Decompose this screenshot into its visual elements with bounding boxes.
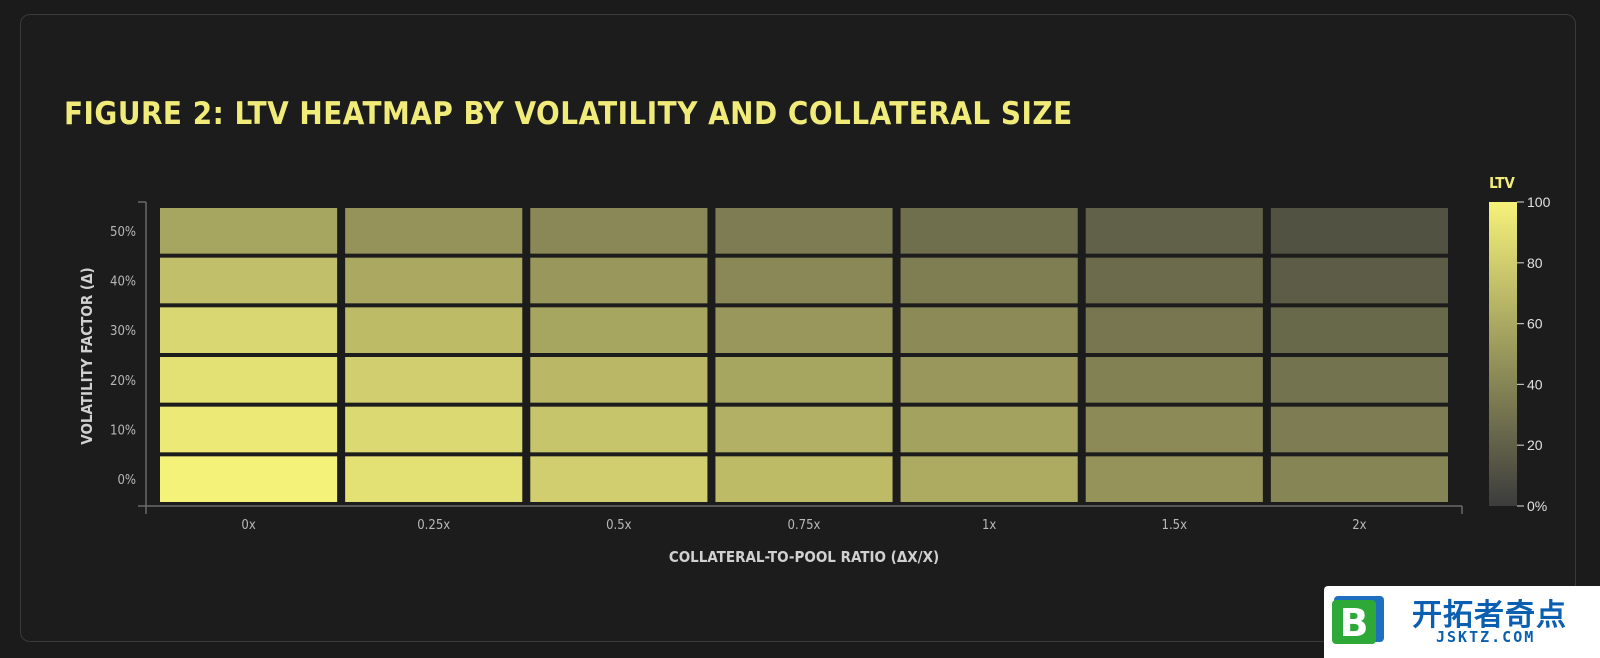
heatmap-cell[interactable] (530, 357, 708, 403)
colorbar-tick-label: 40 (1527, 376, 1543, 392)
logo-text: 开拓者奇点 (1412, 598, 1567, 633)
y-axis-label: VOLATILITY FACTOR (Δ) (78, 267, 96, 444)
heatmap-cell[interactable] (1085, 307, 1263, 353)
heatmap-cell[interactable] (1270, 406, 1448, 453)
heatmap-cell[interactable] (1270, 208, 1448, 254)
heatmap-cell[interactable] (345, 456, 523, 502)
heatmap-cell[interactable] (900, 208, 1078, 254)
y-tick-label: 50% (110, 225, 136, 240)
x-tick-label: 0.5x (606, 518, 632, 533)
colorbar-gradient (1489, 202, 1517, 506)
heatmap-cell[interactable] (1085, 406, 1263, 453)
heatmap-cell[interactable] (1085, 357, 1263, 403)
y-tick-label: 30% (110, 324, 136, 339)
heatmap-cell[interactable] (1270, 257, 1448, 304)
heatmap-cell[interactable] (160, 357, 338, 403)
heatmap-cell[interactable] (1085, 208, 1263, 254)
heatmap-cell[interactable] (715, 456, 893, 502)
heatmap-cell[interactable] (530, 208, 708, 254)
logo-subtext: JSKTZ.COM (1436, 628, 1536, 646)
y-tick-label: 0% (117, 473, 136, 488)
y-tick-label: 40% (110, 275, 136, 290)
heatmap-cell[interactable] (715, 406, 893, 453)
heatmap-cell[interactable] (715, 307, 893, 353)
heatmap-cell[interactable] (900, 406, 1078, 453)
colorbar-tick-label: 20 (1527, 437, 1543, 453)
heatmap-cells (160, 208, 1448, 502)
watermark-logo: B 开拓者奇点 JSKTZ.COM (1324, 586, 1600, 658)
heatmap-cell[interactable] (160, 456, 338, 502)
heatmap-cell[interactable] (530, 456, 708, 502)
heatmap-cell[interactable] (900, 307, 1078, 353)
heatmap-cell[interactable] (160, 257, 338, 304)
x-tick-label: 1x (982, 518, 996, 533)
heatmap-cell[interactable] (1270, 456, 1448, 502)
y-tick-label: 10% (110, 424, 136, 439)
logo-letter: B (1340, 601, 1369, 645)
x-tick-label: 0x (241, 518, 255, 533)
heatmap-cell[interactable] (345, 208, 523, 254)
heatmap-cell[interactable] (530, 307, 708, 353)
heatmap-cell[interactable] (530, 406, 708, 453)
heatmap-cell[interactable] (900, 456, 1078, 502)
heatmap-cell[interactable] (715, 257, 893, 304)
y-ticks: 0% 10% 20% 30% 40% 50% (110, 201, 146, 507)
heatmap-cell[interactable] (715, 208, 893, 254)
heatmap-cell[interactable] (345, 406, 523, 453)
colorbar-tick-label: 100 (1527, 194, 1551, 210)
x-ticks: 0x 0.25x 0.5x 0.75x 1x 1.5x 2x (145, 506, 1463, 533)
x-tick-label: 2x (1352, 518, 1366, 533)
page-title: FIGURE 2: LTV HEATMAP BY VOLATILITY AND … (64, 96, 1073, 132)
heatmap-cell[interactable] (160, 307, 338, 353)
logo-b-icon: B (1332, 596, 1384, 645)
x-tick-label: 0.75x (788, 518, 821, 533)
colorbar-tick-label: 80 (1527, 255, 1543, 271)
x-tick-label: 0.25x (417, 518, 450, 533)
heatmap-cell[interactable] (530, 257, 708, 304)
heatmap-cell[interactable] (1085, 456, 1263, 502)
heatmap-cell[interactable] (160, 208, 338, 254)
heatmap-cell[interactable] (1085, 257, 1263, 304)
heatmap-cell[interactable] (345, 357, 523, 403)
x-tick-label: 1.5x (1162, 518, 1188, 533)
heatmap-cell[interactable] (715, 357, 893, 403)
y-tick-label: 20% (110, 374, 136, 389)
heatmap-cell[interactable] (1270, 357, 1448, 403)
colorbar-ticks: 0% 20 40 60 80 100 (1517, 194, 1551, 514)
heatmap-cell[interactable] (1270, 307, 1448, 353)
colorbar-tick-label: 60 (1527, 316, 1543, 332)
colorbar-tick-label: 0% (1527, 498, 1547, 514)
colorbar: LTV 0% 20 40 60 80 100 (1489, 174, 1551, 514)
heatmap-cell[interactable] (345, 307, 523, 353)
heatmap-cell[interactable] (900, 357, 1078, 403)
colorbar-title: LTV (1489, 174, 1515, 192)
heatmap-cell[interactable] (900, 257, 1078, 304)
axes (145, 202, 1462, 507)
x-axis-label: COLLATERAL-TO-POOL RATIO (ΔX/X) (669, 548, 939, 566)
heatmap-cell[interactable] (160, 406, 338, 453)
heatmap-cell[interactable] (345, 257, 523, 304)
